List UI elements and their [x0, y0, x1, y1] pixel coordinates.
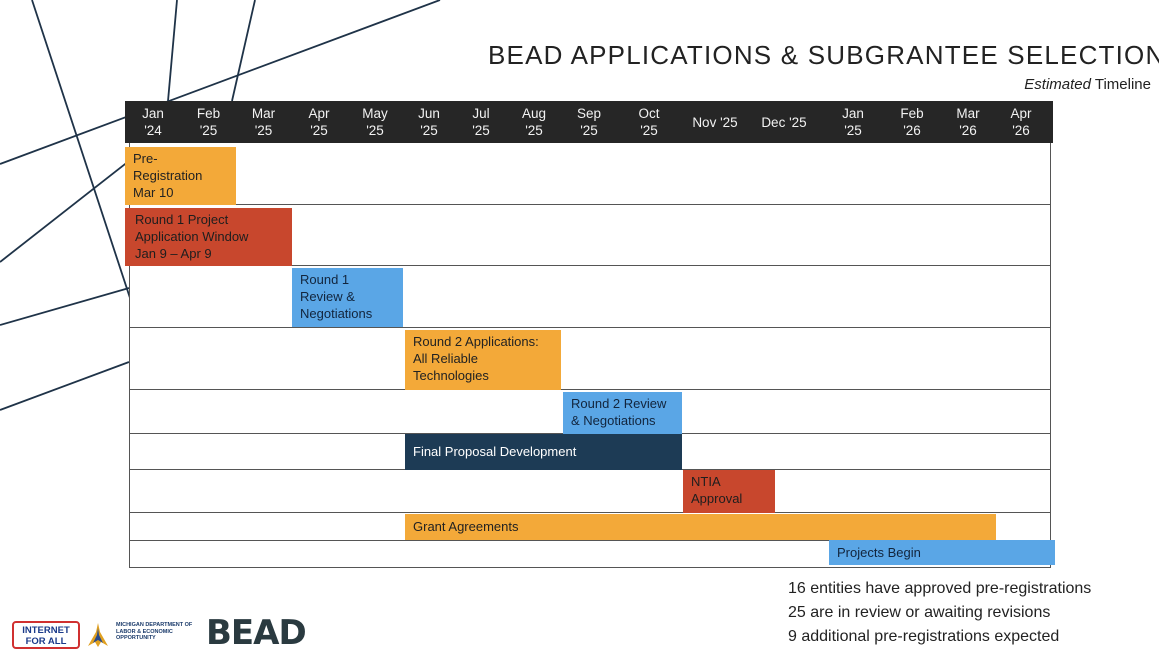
- page-title: BEAD APPLICATIONS & SUBGRANTEE SELECTION: [488, 40, 1159, 70]
- month-header: Apr '26: [1010, 106, 1032, 138]
- month-header: May '25: [362, 106, 388, 138]
- month-header: Jun '25: [418, 106, 440, 138]
- stat-expected: 9 additional pre-registrations expected: [788, 628, 1060, 645]
- month-header: Feb '25: [196, 106, 221, 138]
- month-header: Mar '26: [956, 106, 980, 138]
- bead-logo: BEAD: [206, 613, 307, 653]
- timeline-row: [129, 266, 1051, 328]
- month-header: Feb '26: [900, 106, 924, 138]
- month-header: Mar '25: [251, 106, 276, 138]
- stat-approved: 16 entities have approved pre-registrati…: [788, 580, 1092, 597]
- month-header: Aug '25: [521, 106, 547, 138]
- task-grant-agreements: Grant Agreements: [405, 514, 996, 540]
- timeline-row: [129, 328, 1051, 390]
- preregistration-stats: 16 entities have approved pre-registrati…: [788, 577, 1091, 649]
- michigan-icon: [88, 623, 108, 647]
- task-round1-review: Round 1 Review & Negotiations: [292, 268, 403, 327]
- task-round2-review: Round 2 Review & Negotiations: [563, 392, 682, 434]
- page-subtitle: Estimated Timeline: [1024, 76, 1151, 93]
- timeline-row: [129, 143, 1051, 205]
- month-header: Sep '25: [576, 106, 602, 138]
- month-header: Jan '25: [842, 106, 864, 138]
- month-header: Jan '24: [142, 106, 164, 138]
- subtitle-estimated: Estimated: [1024, 76, 1091, 93]
- task-round2-applications: Round 2 Applications: All Reliable Technol…: [405, 330, 561, 390]
- timeline-header: [125, 101, 1053, 143]
- month-header: Dec '25: [761, 114, 807, 130]
- month-header: Nov '25: [692, 114, 738, 130]
- month-header: Jul '25: [472, 106, 490, 138]
- decorative-lines: [0, 0, 441, 411]
- task-projects-begin: Projects Begin: [829, 540, 1055, 565]
- task-final-proposal: Final Proposal Development: [405, 434, 682, 470]
- task-ntia-approval: NTIA Approval: [683, 470, 775, 513]
- subtitle-timeline: Timeline: [1090, 76, 1151, 93]
- task-round1-application-window: Round 1 Project Application Window Jan 9 –…: [125, 208, 292, 266]
- task-pre-registration: Pre- Registration Mar 10: [125, 147, 236, 205]
- leo-logo: MICHIGAN DEPARTMENT OF LABOR & ECONOMIC …: [116, 622, 193, 641]
- month-header: Apr '25: [308, 106, 330, 138]
- internet-for-all-logo: INTERNET FOR ALL: [12, 621, 80, 649]
- stat-in-review: 25 are in review or awaiting revisions: [788, 604, 1051, 621]
- month-header: Oct '25: [638, 106, 660, 138]
- timeline-row: [129, 470, 1051, 513]
